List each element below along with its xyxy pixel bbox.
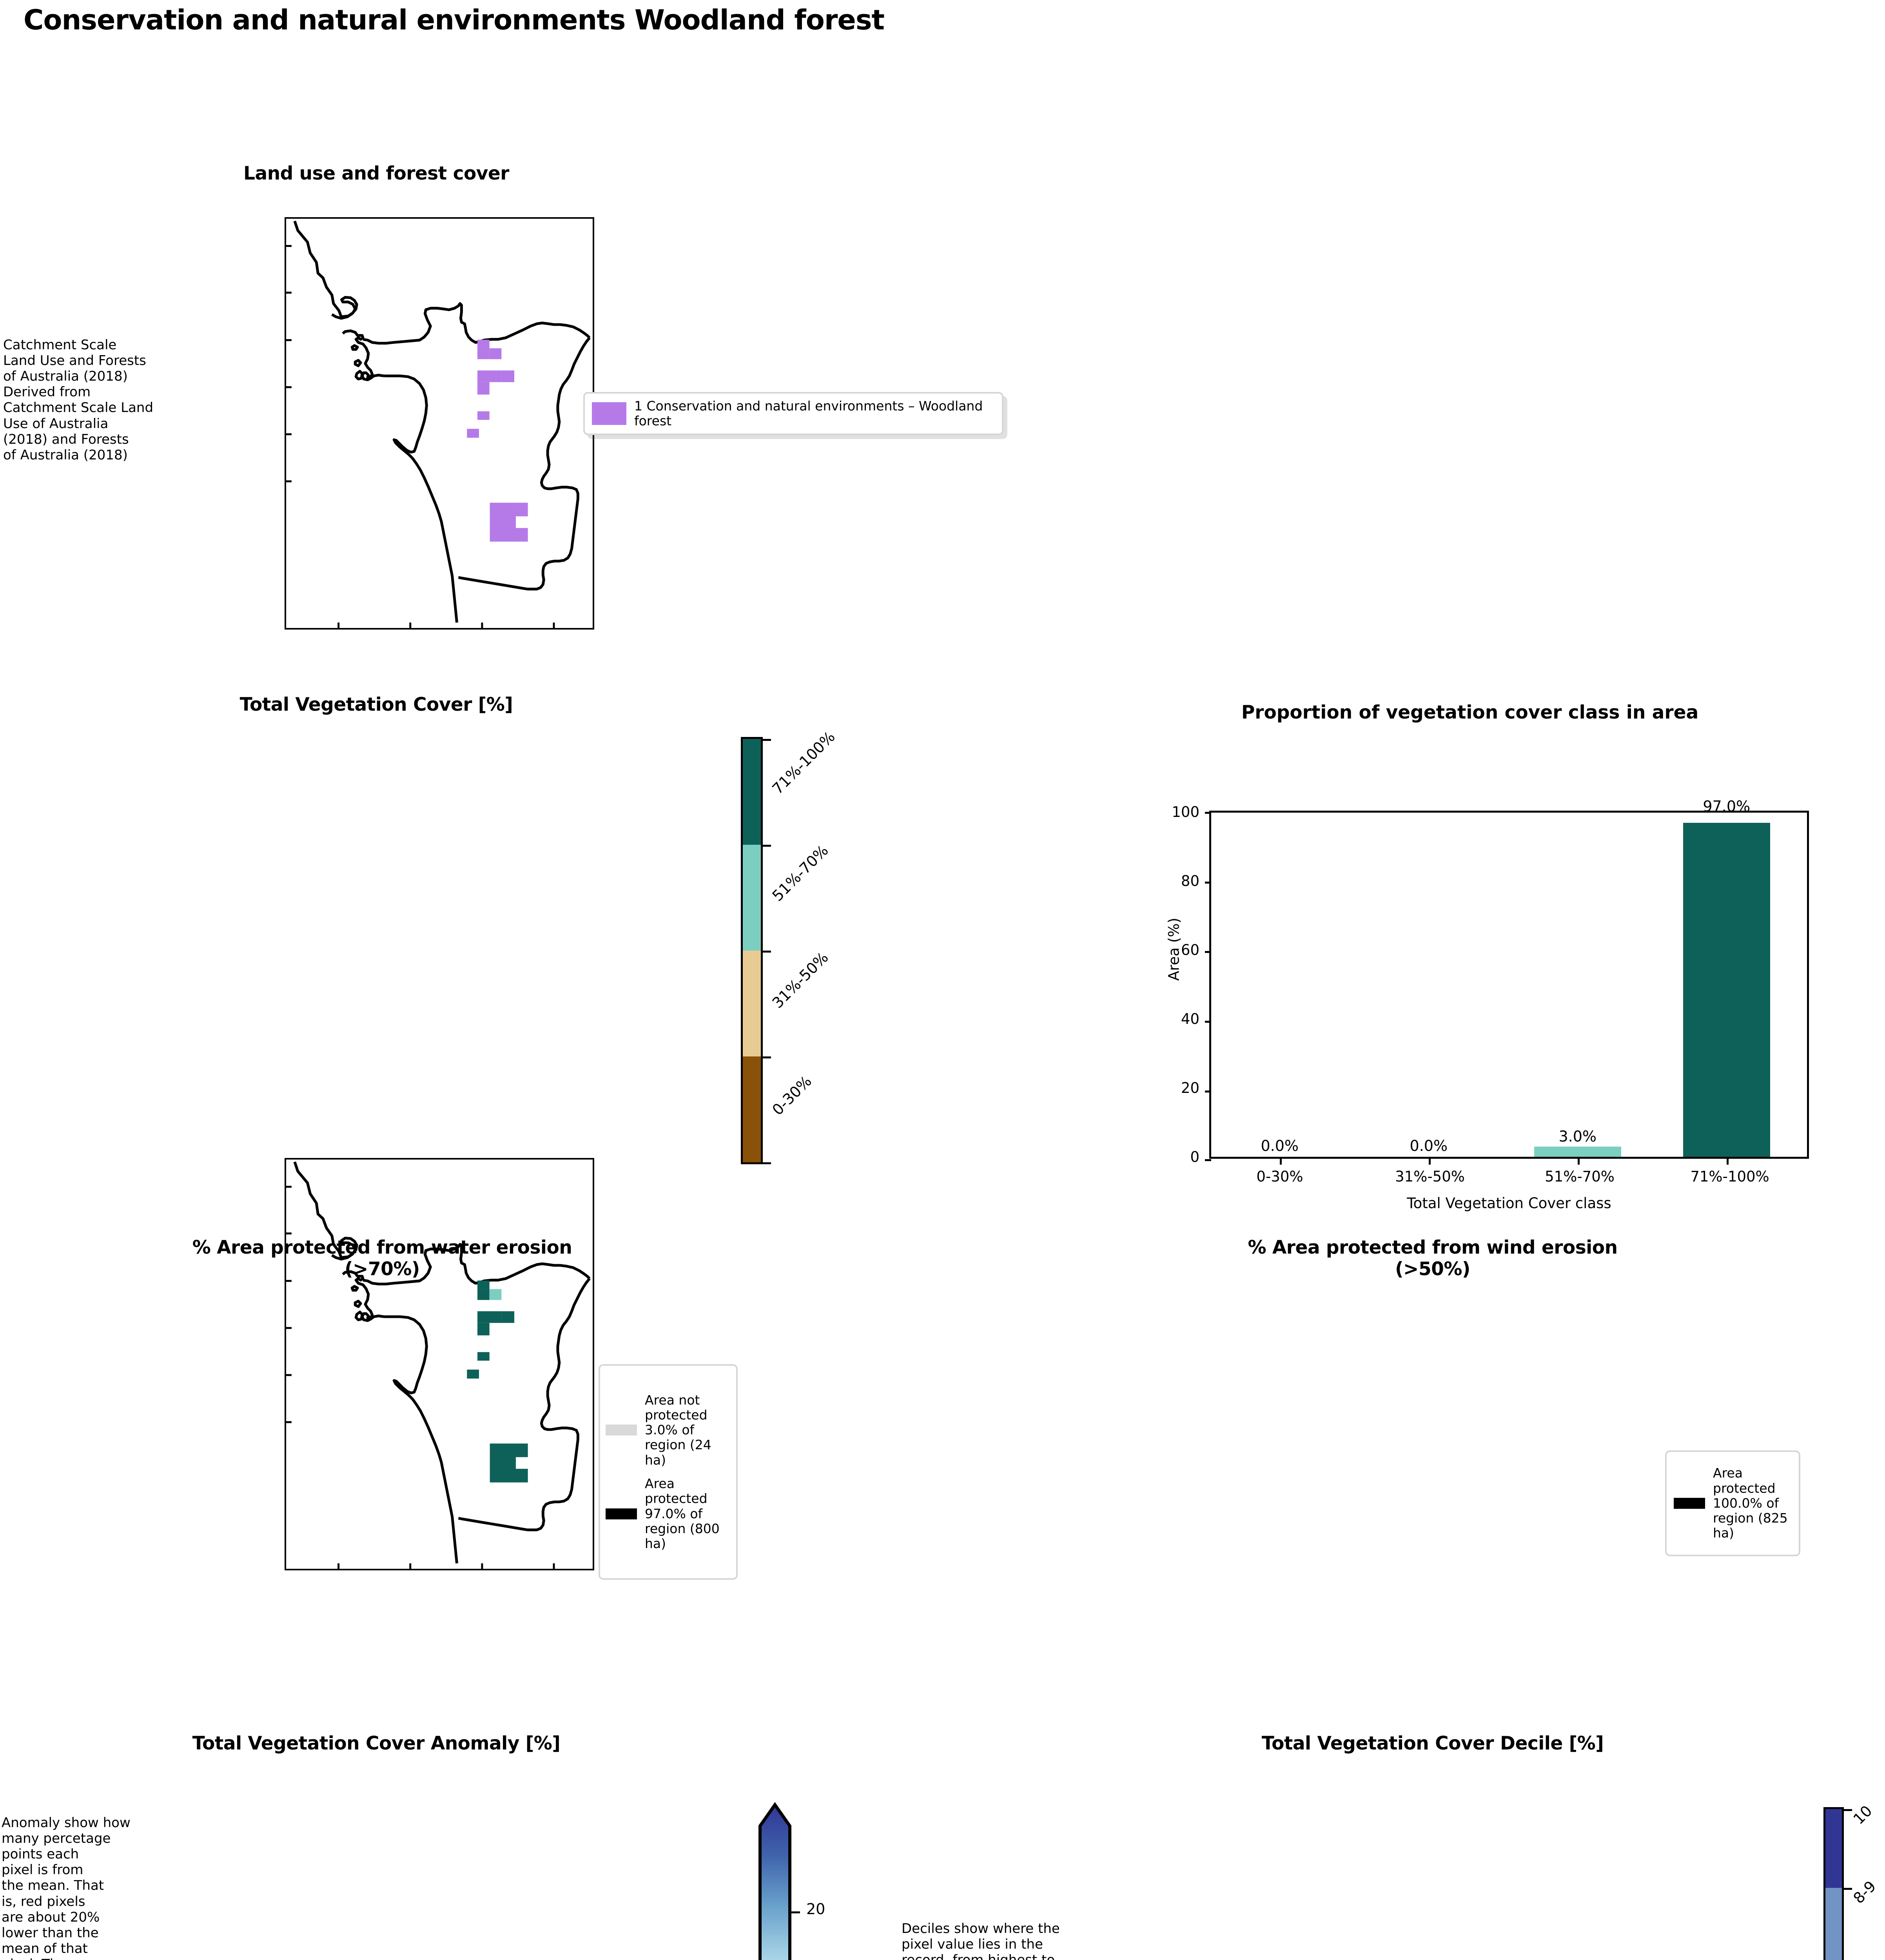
anomaly-colorbar-svg [758, 1802, 791, 1960]
xtick-31-50: 31%-50% [1395, 1168, 1465, 1185]
bar-chart[interactable]: Area (%) 0 20 40 60 80 100 0.0% 0.0% 3.0… [1129, 737, 1819, 1212]
panel-title-veg-cover: Total Vegetation Cover [%] [239, 694, 513, 715]
anomaly-side-note: Anomaly show how many percetage points e… [2, 1815, 131, 1960]
anomaly-tick-20: 20 [806, 1900, 825, 1918]
ytick-80: 80 [1181, 873, 1199, 889]
page-title: Conservation and natural environments Wo… [24, 4, 885, 36]
wind-erosion-legend[interactable]: Area protected 100.0% of region (825 ha) [1665, 1450, 1800, 1556]
cbar-seg-31-50 [743, 951, 761, 1056]
anomaly-colorbar[interactable]: 20 10 0 −10 −20 [755, 1799, 990, 1960]
decile-label-10: 10 [1850, 1802, 1876, 1828]
xtick-51-70: 51%-70% [1545, 1168, 1615, 1185]
axis-ticks [286, 1185, 555, 1569]
xtick-71-100: 71%-100% [1690, 1168, 1769, 1185]
veg-cover-colorbar[interactable]: 71%-100% 51%-70% 31%-50% 0-30% [741, 728, 1015, 1180]
decile-colorbar[interactable]: 10 8-9 4-7 2-3 1 [1823, 1802, 1885, 1960]
water-erosion-legend[interactable]: Area not protected 3.0% of region (24 ha… [599, 1364, 738, 1580]
land-use-side-note: Catchment Scale Land Use and Forests of … [3, 337, 154, 463]
ytick-60: 60 [1181, 942, 1199, 958]
legend-row-not-protected: Area not protected 3.0% of region (24 ha… [606, 1392, 731, 1468]
wind-protected-label: Area protected 100.0% of region (825 ha) [1713, 1465, 1788, 1541]
map-veg-cover-svg [286, 1161, 591, 1569]
cbar-seg-71-100 [743, 739, 761, 845]
decile-seg-8-9 [1825, 1888, 1842, 1960]
map-land-use[interactable] [285, 217, 594, 630]
land-use-legend-swatch [592, 402, 626, 425]
protected-swatch [606, 1508, 637, 1519]
cbar-seg-51-70 [743, 845, 761, 951]
chart-plot-area: 0.0% 0.0% 3.0% 97.0% [1205, 798, 1809, 1165]
land-use-pixels [467, 339, 528, 542]
axis-ticks [286, 245, 555, 628]
land-use-legend-label: 1 Conservation and natural environments … [634, 398, 983, 428]
cbar-label-51-70: 51%-70% [769, 842, 832, 905]
panel-title-decile: Total Vegetation Cover Decile [%] [1261, 1733, 1604, 1754]
wind-protected-swatch [1674, 1498, 1705, 1509]
panel-title-wind-erosion: % Area protected from wind erosion (>50%… [1248, 1237, 1618, 1280]
bar-label-0-30: 0.0% [1261, 1137, 1299, 1154]
legend-row-protected: Area protected 97.0% of region (800 ha) [606, 1476, 731, 1551]
decile-side-note: Deciles show where the pixel value lies … [902, 1921, 1060, 1960]
land-use-legend[interactable]: 1 Conservation and natural environments … [583, 392, 1003, 435]
veg-cover-pixels [467, 1280, 528, 1483]
decile-label-4-7: 4-7 [1850, 1957, 1879, 1960]
region-outline [293, 220, 591, 623]
bar-label-71-100: 97.0% [1703, 798, 1751, 815]
cbar-seg-0-30 [743, 1056, 761, 1162]
bar-71-100[interactable] [1683, 823, 1770, 1157]
xtick-0-30: 0-30% [1256, 1168, 1303, 1185]
ytick-20: 20 [1181, 1080, 1199, 1096]
protected-label: Area protected 97.0% of region (800 ha) [645, 1476, 720, 1552]
chart-xlabel: Total Vegetation Cover class [1407, 1195, 1611, 1212]
decile-label-8-9: 8-9 [1850, 1877, 1880, 1907]
panel-title-land-use: Land use and forest cover [243, 163, 509, 184]
ytick-40: 40 [1181, 1011, 1199, 1027]
cbar-label-71-100: 71%-100% [769, 728, 838, 798]
chart-title: Proportion of vegetation cover class in … [1241, 702, 1699, 723]
decile-seg-10 [1825, 1809, 1842, 1888]
panel-title-water-erosion: % Area protected from water erosion (>70… [192, 1237, 572, 1280]
not-protected-label: Area not protected 3.0% of region (24 ha… [645, 1392, 711, 1468]
map-veg-cover[interactable] [285, 1158, 594, 1570]
bar-label-31-50: 0.0% [1410, 1137, 1448, 1154]
map-land-use-svg [286, 220, 591, 628]
bar-51-70[interactable] [1534, 1146, 1621, 1157]
not-protected-swatch [606, 1425, 637, 1436]
ytick-0: 0 [1190, 1149, 1199, 1165]
panel-title-anomaly: Total Vegetation Cover Anomaly [%] [192, 1733, 561, 1754]
bar-label-51-70: 3.0% [1558, 1128, 1597, 1145]
cbar-label-31-50: 31%-50% [769, 949, 832, 1012]
cbar-label-0-30: 0-30% [769, 1072, 815, 1119]
region-outline [293, 1161, 591, 1564]
ytick-100: 100 [1172, 804, 1199, 820]
